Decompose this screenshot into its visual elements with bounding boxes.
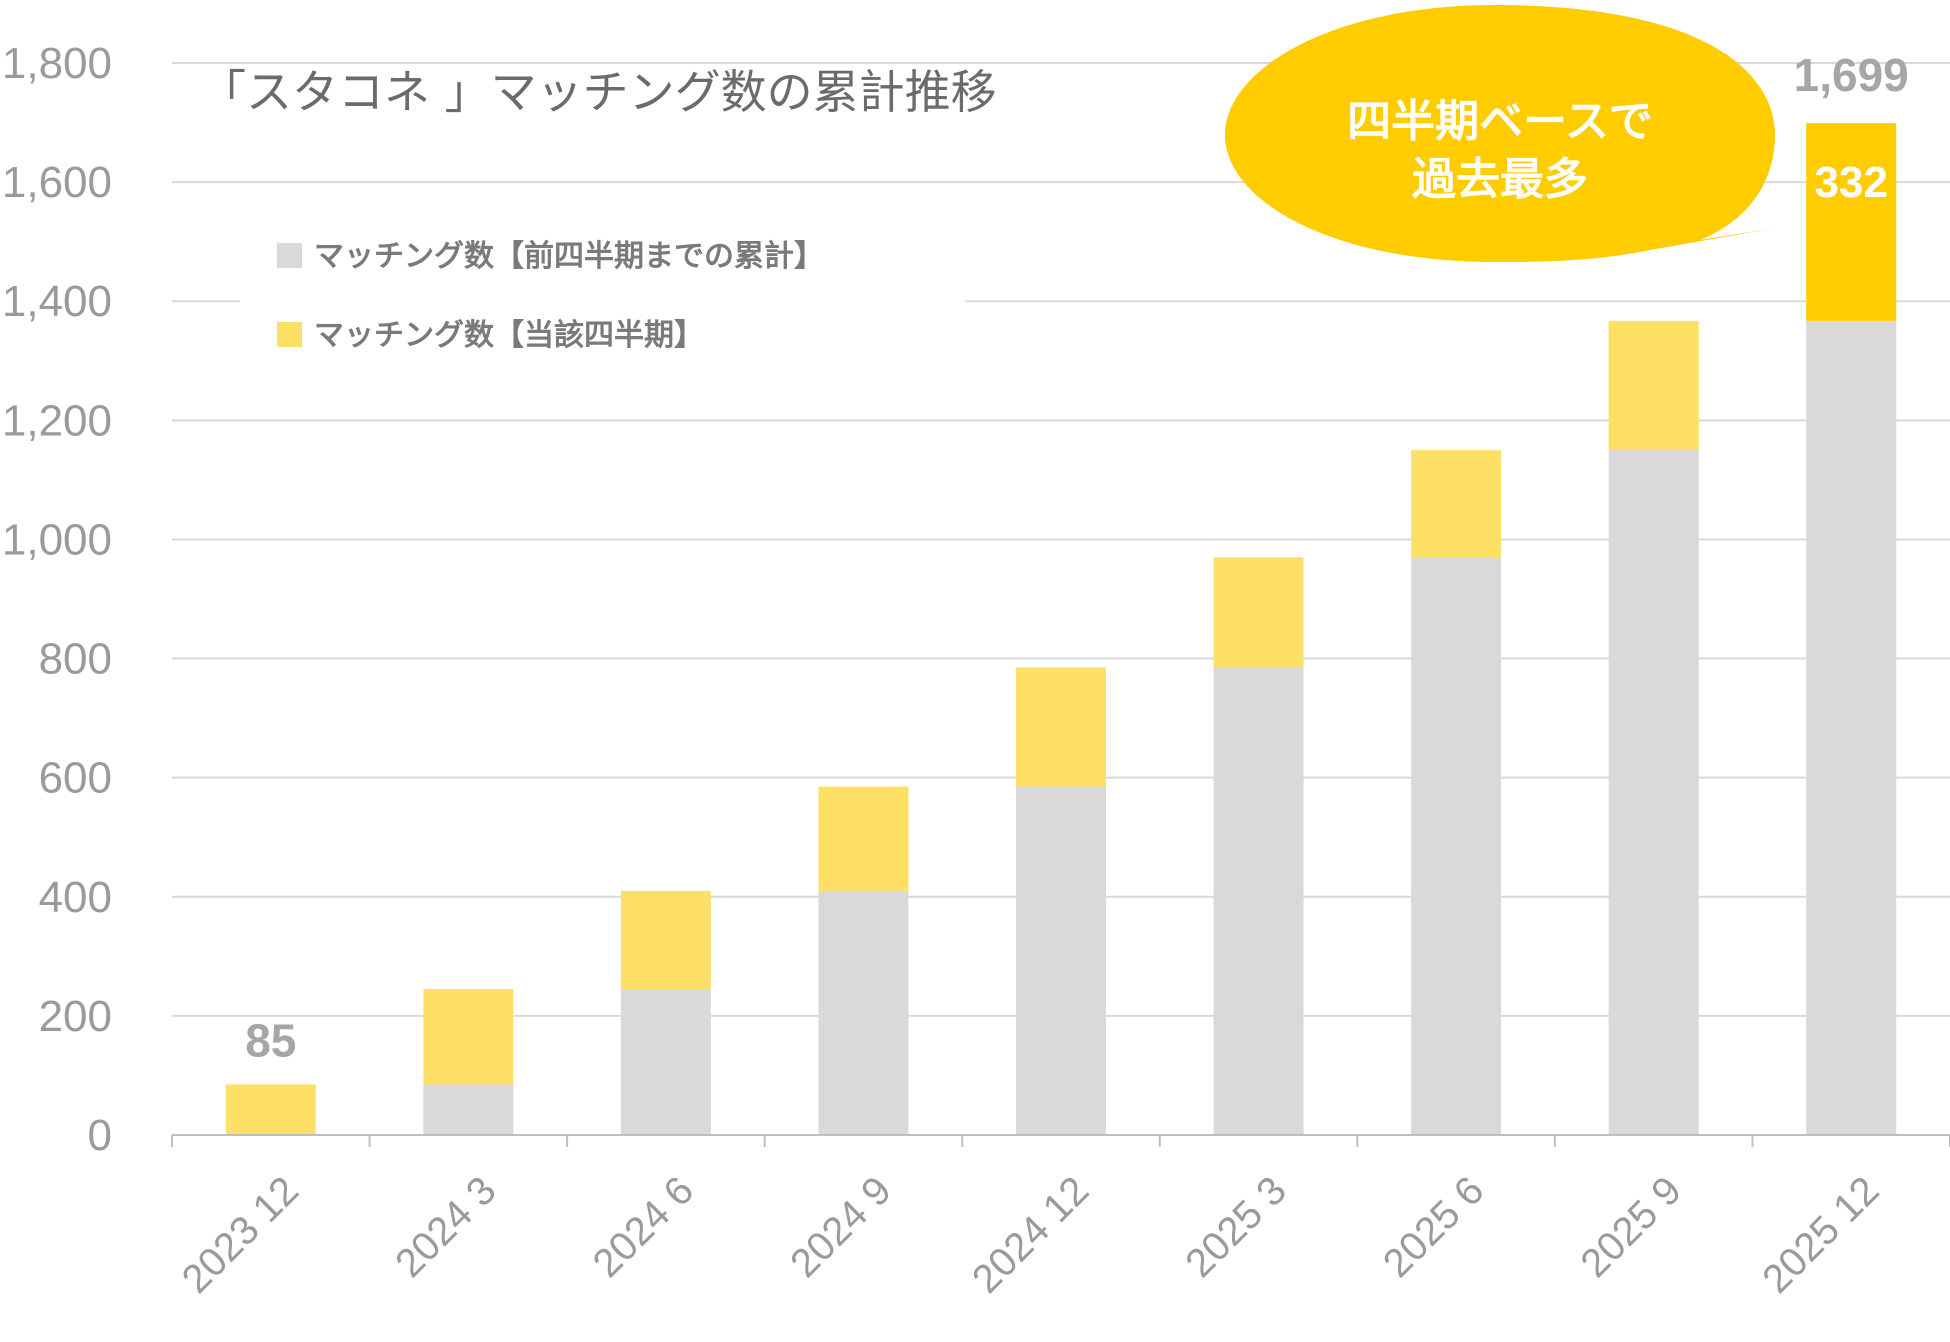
y-tick-label: 1,600 xyxy=(2,158,112,207)
chart-title: 「スタコネ 」マッチング数の累計推移 xyxy=(200,65,997,119)
bar-cumulative xyxy=(423,1084,514,1135)
x-tick-label: 2023 12 xyxy=(174,1168,307,1301)
callout-shape xyxy=(1225,5,1775,262)
callout-line-1: 四半期ベースで xyxy=(1347,96,1653,147)
x-tick-label: 2024 9 xyxy=(782,1168,900,1286)
bar-quarter xyxy=(423,989,514,1085)
total-label-first: 85 xyxy=(245,1014,296,1066)
bar-cumulative xyxy=(620,989,711,1135)
legend-label-quarter: マッチング数【当該四半期】 xyxy=(314,318,704,353)
x-tick-label: 2024 3 xyxy=(387,1168,505,1286)
legend-label-cumulative: マッチング数【前四半期までの累計】 xyxy=(314,239,824,274)
y-tick-label: 1,200 xyxy=(2,396,112,445)
bar-quarter xyxy=(1213,557,1304,668)
y-axis-ticks: 0 200 400 600 800 1,000 1,200 1,400 1,600 1,800 xyxy=(2,39,112,1160)
bar-cumulative xyxy=(1806,320,1897,1135)
x-tick-label: 2025 3 xyxy=(1177,1168,1295,1286)
legend-swatch-quarter xyxy=(277,322,302,347)
bar-quarter xyxy=(1608,320,1699,451)
bar-quarter xyxy=(818,786,909,891)
bar-cumulative xyxy=(1213,667,1304,1135)
y-tick-label: 600 xyxy=(39,754,112,803)
y-tick-label: 400 xyxy=(39,873,112,922)
bar-cumulative xyxy=(1608,450,1699,1136)
bar-quarter xyxy=(1411,450,1502,558)
y-tick-label: 200 xyxy=(39,992,112,1041)
bar-quarter xyxy=(1016,667,1106,787)
total-label-last: 1,699 xyxy=(1794,49,1909,101)
bar-cumulative xyxy=(1411,557,1502,1135)
legend-background xyxy=(240,218,965,310)
segment-label-last: 332 xyxy=(1815,158,1888,207)
callout-line-2: 過去最多 xyxy=(1412,154,1588,205)
bar-cumulative xyxy=(818,890,909,1135)
bar-quarter xyxy=(225,1084,316,1135)
y-tick-label: 1,800 xyxy=(2,39,112,88)
y-tick-label: 1,400 xyxy=(2,277,112,326)
data-labels: 85 1,699 332 xyxy=(245,49,1909,1066)
x-tick-label: 2025 12 xyxy=(1754,1168,1887,1301)
callout-bubble: 四半期ベースで 過去最多 xyxy=(1225,5,1775,262)
bars xyxy=(225,123,1897,1136)
bar-quarter xyxy=(1806,123,1897,321)
x-axis-ticks: 2023 12 2024 3 2024 6 2024 9 2024 12 2025 3 20… xyxy=(174,1168,1888,1301)
legend-swatch-cumulative xyxy=(277,243,302,268)
y-tick-label: 1,000 xyxy=(2,515,112,564)
legend: マッチング数【前四半期までの累計】 マッチング数【当該四半期】 xyxy=(240,218,965,353)
y-tick-label: 800 xyxy=(39,635,112,684)
x-axis xyxy=(171,1134,1950,1147)
bar-quarter xyxy=(620,890,711,990)
x-tick-label: 2024 12 xyxy=(964,1168,1097,1301)
x-tick-label: 2025 9 xyxy=(1572,1168,1690,1286)
y-tick-label: 0 xyxy=(88,1111,112,1160)
bar-cumulative xyxy=(1016,786,1106,1135)
x-tick-label: 2025 6 xyxy=(1375,1168,1493,1286)
x-tick-label: 2024 6 xyxy=(585,1168,703,1286)
